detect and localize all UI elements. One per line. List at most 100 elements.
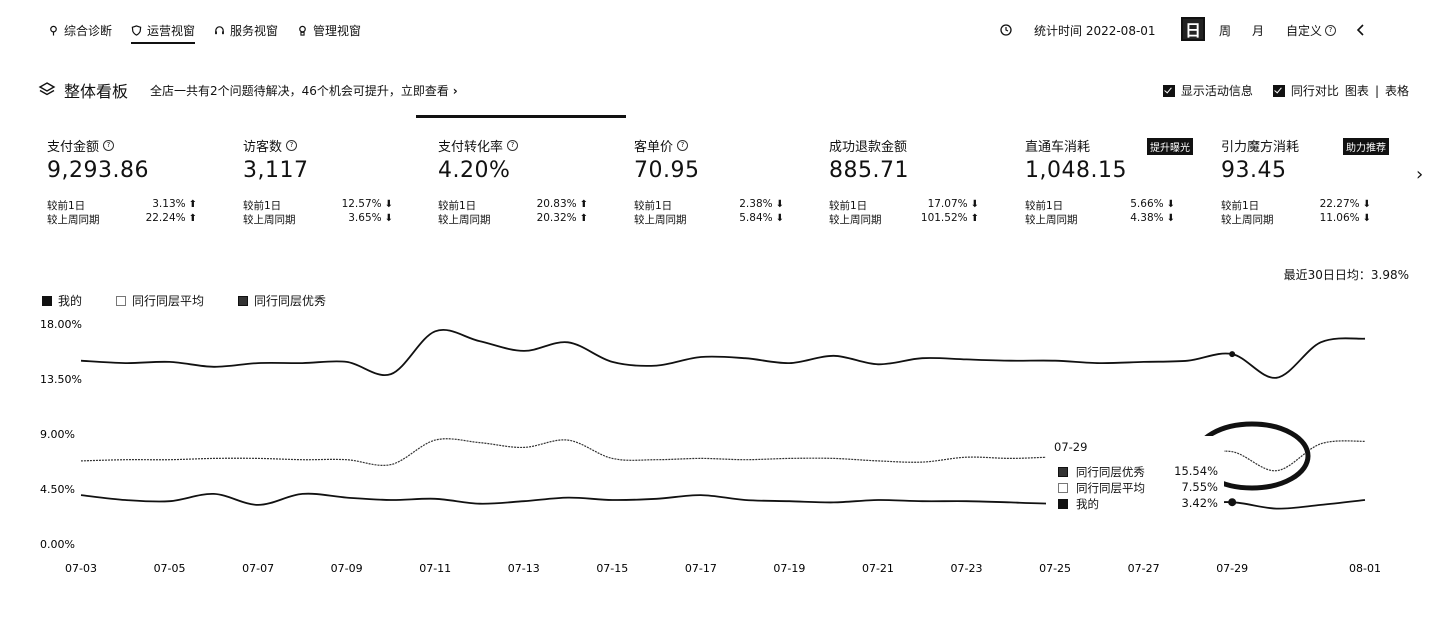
compare-prev-day: 较前1日 22.27% ⬇ — [1221, 198, 1371, 212]
calendar-day-button[interactable]: 日 — [1181, 17, 1205, 41]
shield-icon — [131, 25, 142, 36]
metric-value: 3,117 — [243, 158, 413, 186]
view-chart-toggle[interactable]: 图表 — [1345, 82, 1369, 99]
x-tick-label: 07-15 — [596, 562, 628, 575]
tooltip-value: 15.54% — [1174, 464, 1218, 480]
x-tick-label: 07-13 — [508, 562, 540, 575]
legend-square — [238, 296, 248, 306]
layers-icon — [38, 81, 56, 99]
issues-link[interactable]: 全店一共有2个问题待解决，46个机会可提升，立即查看 › — [150, 82, 458, 99]
x-tick-label: 07-27 — [1128, 562, 1160, 575]
compare-prev-day: 较前1日 5.66% ⬇ — [1025, 198, 1175, 212]
compare-label: 较前1日 — [1221, 198, 1259, 212]
tooltip-value: 3.42% — [1181, 496, 1218, 512]
y-tick-label: 18.00% — [40, 318, 82, 331]
compare-prev-day: 较前1日 17.07% ⬇ — [829, 198, 979, 212]
help-icon: ? — [677, 140, 688, 151]
x-tick-label: 07-19 — [773, 562, 805, 575]
metric-badge[interactable]: 助力推荐 — [1343, 138, 1389, 155]
metric-card[interactable]: 访客数? 3,117 较前1日 12.57% ⬇ 较上周同期 3.65% ⬇ — [243, 136, 413, 226]
tooltip-row-peer-excellent: 同行同层优秀 15.54% — [1058, 464, 1218, 480]
legend-square — [116, 296, 126, 306]
compare-value: 22.24% — [146, 212, 186, 224]
arrow-up-icon: ⬆ — [580, 199, 588, 210]
y-tick-label: 0.00% — [40, 538, 75, 551]
y-tick-label: 9.00% — [40, 428, 75, 441]
compare-label: 较前1日 — [438, 198, 476, 212]
compare-label: 较上周同期 — [829, 212, 882, 226]
metric-value: 4.20% — [438, 158, 608, 186]
period-week-button[interactable]: 周 — [1219, 20, 1231, 40]
compare-value: 3.65% — [348, 212, 381, 224]
arrow-up-icon: ⬆ — [189, 213, 197, 224]
x-tick-label: 07-21 — [862, 562, 894, 575]
period-custom-button[interactable]: 自定义 ? — [1286, 20, 1336, 40]
tooltip-row-mine: 我的 3.42% — [1058, 496, 1218, 512]
metric-compare: 较前1日 2.38% ⬇ 较上周同期 5.84% ⬇ — [634, 198, 804, 226]
tooltip-square — [1058, 467, 1068, 477]
x-tick-label: 07-29 — [1216, 562, 1248, 575]
metric-card[interactable]: 支付转化率? 4.20% 较前1日 20.83% ⬆ 较上周同期 20.32% ⬆ — [438, 136, 608, 226]
x-tick-label: 07-07 — [242, 562, 274, 575]
compare-value: 22.27% — [1320, 198, 1360, 210]
metric-label: 客单价 — [634, 136, 673, 155]
compare-last-week: 较上周同期 20.32% ⬆ — [438, 212, 588, 226]
compare-last-week: 较上周同期 101.52% ⬆ — [829, 212, 979, 226]
metric-value: 1,048.15 — [1025, 158, 1195, 186]
arrow-up-icon: ⬆ — [580, 213, 588, 224]
compare-value: 5.84% — [739, 212, 772, 224]
metric-card[interactable]: 支付金额? 9,293.86 较前1日 3.13% ⬆ 较上周同期 22.24% ⬆ — [47, 136, 217, 226]
tooltip-row-peer-average: 同行同层平均 7.55% — [1058, 480, 1218, 496]
legend-item-peer-average[interactable]: 同行同层平均 — [116, 292, 204, 309]
compare-value: 4.38% — [1130, 212, 1163, 224]
peer-compare-checkbox[interactable] — [1273, 85, 1285, 97]
metric-compare: 较前1日 3.13% ⬆ 较上周同期 22.24% ⬆ — [47, 198, 217, 226]
legend-square — [42, 296, 52, 306]
tab-service-view[interactable]: 服务视窗 — [214, 20, 278, 40]
compare-prev-day: 较前1日 12.57% ⬇ — [243, 198, 393, 212]
metric-label: 成功退款金额 — [829, 136, 907, 155]
help-icon: ? — [1325, 25, 1336, 36]
compare-label: 较前1日 — [243, 198, 281, 212]
legend-item-peer-excellent[interactable]: 同行同层优秀 — [238, 292, 326, 309]
compare-prev-day: 较前1日 2.38% ⬇ — [634, 198, 784, 212]
tab-comprehensive-diagnosis[interactable]: 综合诊断 — [48, 20, 112, 40]
metric-compare: 较前1日 22.27% ⬇ 较上周同期 11.06% ⬇ — [1221, 198, 1391, 226]
metric-card[interactable]: 客单价? 70.95 较前1日 2.38% ⬇ 较上周同期 5.84% ⬇ — [634, 136, 804, 226]
compare-last-week: 较上周同期 3.65% ⬇ — [243, 212, 393, 226]
line-chart[interactable]: 18.00% 13.50% 9.00% 4.50% 0.00% 07-03 07-05 07-… — [0, 310, 1447, 590]
tooltip-name: 我的 — [1076, 496, 1176, 512]
metric-compare: 较前1日 12.57% ⬇ 较上周同期 3.65% ⬇ — [243, 198, 413, 226]
series-line-peer-excellent[interactable] — [81, 330, 1365, 378]
metric-label-row: 访客数? — [243, 136, 413, 154]
period-month-button[interactable]: 月 — [1252, 20, 1264, 40]
help-icon: ? — [507, 140, 518, 151]
legend-item-mine[interactable]: 我的 — [42, 292, 82, 309]
metric-card[interactable]: 成功退款金额 885.71 较前1日 17.07% ⬇ 较上周同期 101.52% ⬆ — [829, 136, 999, 226]
x-tick-label: 07-23 — [951, 562, 983, 575]
compare-value: 101.52% — [921, 212, 968, 224]
tooltip-name: 同行同层平均 — [1076, 480, 1176, 496]
arrow-down-icon: ⬇ — [385, 213, 393, 224]
compare-label: 较上周同期 — [634, 212, 687, 226]
view-table-toggle[interactable]: 表格 — [1385, 82, 1409, 99]
next-metrics-arrow[interactable]: › — [1416, 164, 1423, 185]
metric-label: 支付转化率 — [438, 136, 503, 155]
compare-value: 12.57% — [342, 198, 382, 210]
tab-operations-view[interactable]: 运营视窗 — [131, 20, 195, 40]
hover-point — [1228, 498, 1236, 506]
metric-value: 70.95 — [634, 158, 804, 186]
show-activity-checkbox[interactable] — [1163, 85, 1175, 97]
compare-label: 较前1日 — [1025, 198, 1063, 212]
bulb-icon — [297, 25, 308, 36]
tab-management-view[interactable]: 管理视窗 — [297, 20, 361, 40]
tooltip-square — [1058, 499, 1068, 509]
chart-tooltip: 07-29 同行同层优秀 15.54% 同行同层平均 7.55% 我的 3.42… — [1046, 436, 1224, 516]
clock-icon — [1000, 24, 1012, 36]
chevron-left-icon[interactable] — [1356, 24, 1366, 36]
arrow-up-icon: ⬆ — [189, 199, 197, 210]
compare-label: 较上周同期 — [1221, 212, 1274, 226]
compare-last-week: 较上周同期 4.38% ⬇ — [1025, 212, 1175, 226]
metric-badge[interactable]: 提升曝光 — [1147, 138, 1193, 155]
compare-value: 17.07% — [928, 198, 968, 210]
